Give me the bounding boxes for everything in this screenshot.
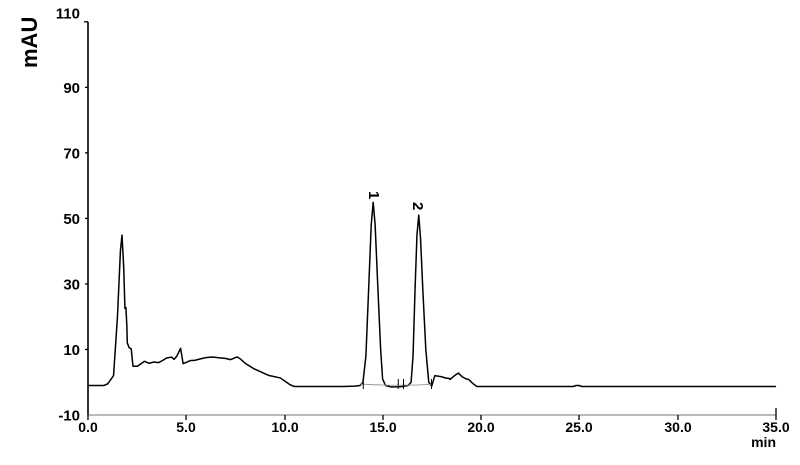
svg-text:5.0: 5.0 [176,419,196,435]
svg-text:30: 30 [63,276,80,293]
svg-text:90: 90 [63,80,80,97]
svg-text:-10: -10 [58,408,80,425]
svg-text:10: 10 [63,342,80,359]
svg-text:25.0: 25.0 [565,419,592,435]
svg-text:10.0: 10.0 [271,419,298,435]
svg-text:15.0: 15.0 [369,419,396,435]
svg-text:min: min [751,434,776,450]
svg-text:50: 50 [63,211,80,228]
svg-text:0.0: 0.0 [78,419,98,435]
svg-text:mAU: mAU [17,17,42,68]
svg-text:110: 110 [56,5,80,22]
svg-text:70: 70 [63,145,80,162]
svg-text:20.0: 20.0 [467,419,494,435]
svg-text:1: 1 [365,191,382,199]
svg-text:2: 2 [409,202,426,210]
svg-text:35.0: 35.0 [762,419,789,435]
svg-text:30.0: 30.0 [664,419,691,435]
